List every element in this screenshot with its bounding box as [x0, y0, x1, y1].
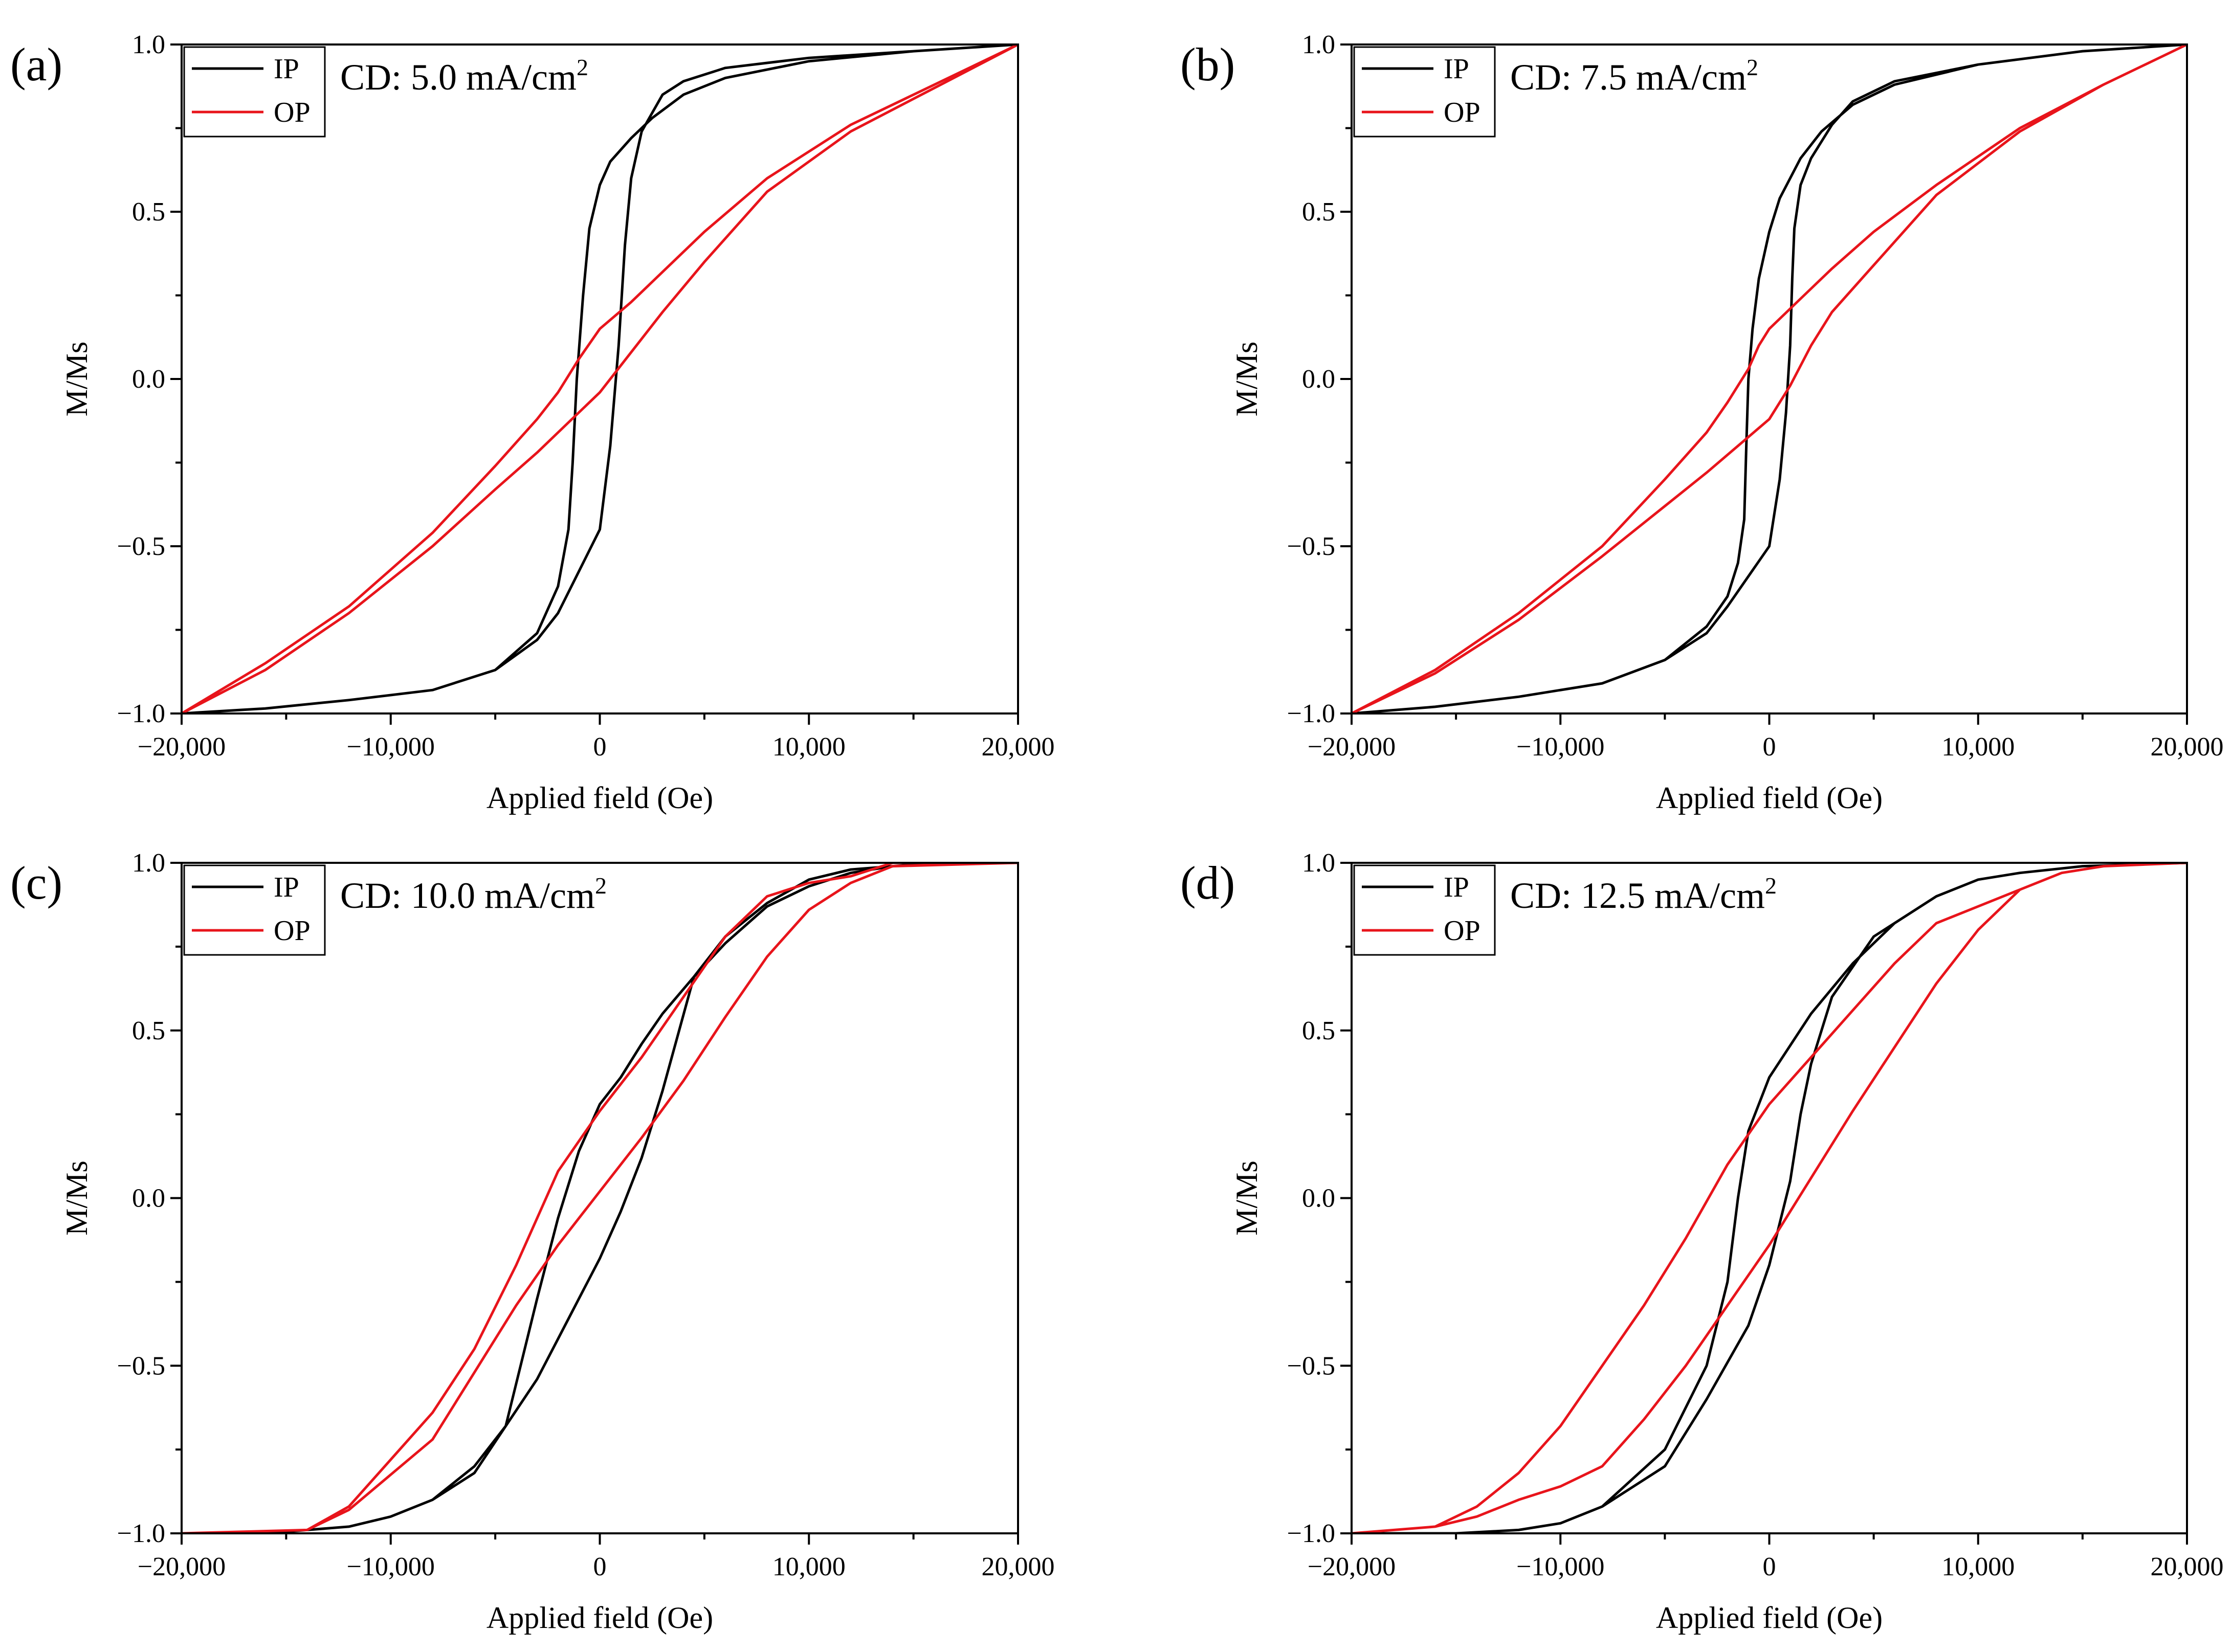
panel-a-annotation: CD: 5.0 mA/cm2: [340, 54, 588, 98]
panel-c-xtick-label: 20,000: [982, 1552, 1055, 1581]
panel-b-xlabel: Applied field (Oe): [1656, 781, 1883, 815]
panel-d-series-ip: [1352, 863, 2187, 1533]
panel-c-ytick-label: −0.5: [117, 1351, 165, 1380]
panel-c-ytick-label: −1.0: [117, 1519, 165, 1548]
panel-b-xtick-label: 20,000: [2151, 732, 2224, 762]
panel-d-legend-label-op: OP: [1444, 915, 1480, 947]
panel-a-legend-label-op: OP: [274, 97, 311, 128]
panel-a-plot-frame: [181, 43, 1019, 715]
panel-b-xtick-label: −10,000: [1516, 732, 1604, 762]
panel-b-ytick-label: −0.5: [1287, 532, 1335, 561]
panel-b-legend-box: [1353, 46, 1496, 138]
panel-a-xtick-label: −20,000: [138, 732, 226, 762]
panel-a-ytick-label: −1.0: [117, 699, 165, 728]
panel-d-xtick-label: 0: [1763, 1552, 1776, 1581]
panel-b-plot-frame: [1351, 43, 2188, 715]
panel-c-annotation: CD: 10.0 mA/cm2: [340, 873, 607, 916]
panel-c-ytick-label: 1.0: [132, 849, 165, 878]
panel-d-ylabel: M/Ms: [1230, 1160, 1264, 1236]
panel-d-ytick-label: 0.0: [1302, 1184, 1335, 1213]
panel-b-label: (b): [1180, 38, 1235, 91]
panel-b-legend-label-op: OP: [1444, 97, 1480, 128]
panel-d-label: (d): [1180, 857, 1235, 909]
panel-a-series-op: [182, 44, 1018, 713]
panel-a-ylabel: M/Ms: [60, 342, 94, 417]
panel-a-ytick-label: 0.0: [132, 365, 165, 394]
panel-b-ylabel: M/Ms: [1230, 342, 1264, 417]
panel-d-xtick-label: −10,000: [1516, 1552, 1604, 1581]
panel-a-xtick-label: 20,000: [982, 732, 1055, 762]
panel-b-annotation: CD: 7.5 mA/cm2: [1510, 54, 1758, 98]
panel-a-ytick-label: −0.5: [117, 532, 165, 561]
panel-a-legend-label-ip: IP: [274, 53, 299, 85]
panel-b-legend: IP OP: [1353, 46, 1496, 138]
panel-a-xtick-label: 0: [593, 732, 607, 762]
panel-d-legend-label-ip: IP: [1444, 872, 1469, 903]
panel-a-label: (a): [10, 38, 62, 91]
panel-d-ytick-label: 1.0: [1302, 849, 1335, 878]
panel-a-series-ip: [182, 44, 1018, 713]
panel-b-xtick-label: 10,000: [1941, 732, 2015, 762]
panel-a-legend: IP OP: [183, 46, 326, 138]
panel-a-xlabel: Applied field (Oe): [487, 781, 713, 815]
panel-c-series-op: [182, 863, 1018, 1533]
panel-d-xtick-label: −20,000: [1308, 1552, 1396, 1581]
panel-c-xtick-label: −20,000: [138, 1552, 226, 1581]
panel-b-series-op: [1352, 44, 2187, 713]
panel-c-xtick-label: 10,000: [772, 1552, 846, 1581]
panel-c-ylabel: M/Ms: [60, 1160, 94, 1236]
panel-b-ytick-label: 1.0: [1302, 30, 1335, 59]
panel-d-xtick-label: 10,000: [1941, 1552, 2015, 1581]
panel-a-xtick-label: 10,000: [772, 732, 846, 762]
panel-d-xlabel: Applied field (Oe): [1656, 1601, 1883, 1635]
panel-b-series-ip: [1352, 44, 2187, 713]
panel-b-ytick-label: −1.0: [1287, 699, 1335, 728]
panel-d-annotation: CD: 12.5 mA/cm2: [1510, 873, 1777, 916]
panel-d-legend-box: [1353, 864, 1496, 956]
panel-c-legend-label-ip: IP: [274, 872, 299, 903]
panel-d-ytick-label: −0.5: [1287, 1351, 1335, 1380]
panel-a-legend-box: [183, 46, 326, 138]
panel-c-legend-label-op: OP: [274, 915, 311, 947]
panel-b: −20,000 −10,000 0 10,000 20,000 1.0 0.5 0.0 −0.5…: [1180, 30, 2224, 815]
panel-c-ytick-label: 0.5: [132, 1016, 165, 1045]
panel-d-series-op: [1352, 863, 2187, 1533]
panel-c-label: (c): [10, 857, 62, 909]
panel-b-ytick-label: 0.5: [1302, 197, 1335, 227]
panel-a: −20,000 −10,000 0 10,000 20,000 1.0 0.5 0.0 −0.5…: [10, 30, 1055, 815]
panel-c-legend: IP OP: [183, 864, 326, 956]
panel-d-ytick-label: 0.5: [1302, 1016, 1335, 1045]
panel-c-legend-box: [183, 864, 326, 956]
panel-b-xtick-label: −20,000: [1308, 732, 1396, 762]
panel-c-xlabel: Applied field (Oe): [487, 1601, 713, 1635]
panel-c: −20,000 −10,000 0 10,000 20,000 1.0 0.5 0.0 −0.5…: [10, 849, 1055, 1635]
panel-b-xtick-label: 0: [1763, 732, 1776, 762]
panel-d-legend: IP OP: [1353, 864, 1496, 956]
panel-b-ytick-label: 0.0: [1302, 365, 1335, 394]
panel-d-plot-frame: [1351, 862, 2188, 1534]
panel-d-xtick-label: 20,000: [2151, 1552, 2224, 1581]
panel-c-series-ip: [182, 863, 1018, 1533]
panel-c-ytick-label: 0.0: [132, 1184, 165, 1213]
panel-a-ytick-label: 1.0: [132, 30, 165, 59]
panel-a-xtick-label: −10,000: [347, 732, 435, 762]
panel-a-ytick-label: 0.5: [132, 197, 165, 227]
panel-c-xtick-label: 0: [593, 1552, 607, 1581]
panel-b-legend-label-ip: IP: [1444, 53, 1469, 85]
panel-d: −20,000 −10,000 0 10,000 20,000 1.0 0.5 0.0 −0.5…: [1180, 849, 2224, 1635]
panel-d-ytick-label: −1.0: [1287, 1519, 1335, 1548]
panel-c-plot-frame: [181, 862, 1019, 1534]
panel-c-xtick-label: −10,000: [347, 1552, 435, 1581]
